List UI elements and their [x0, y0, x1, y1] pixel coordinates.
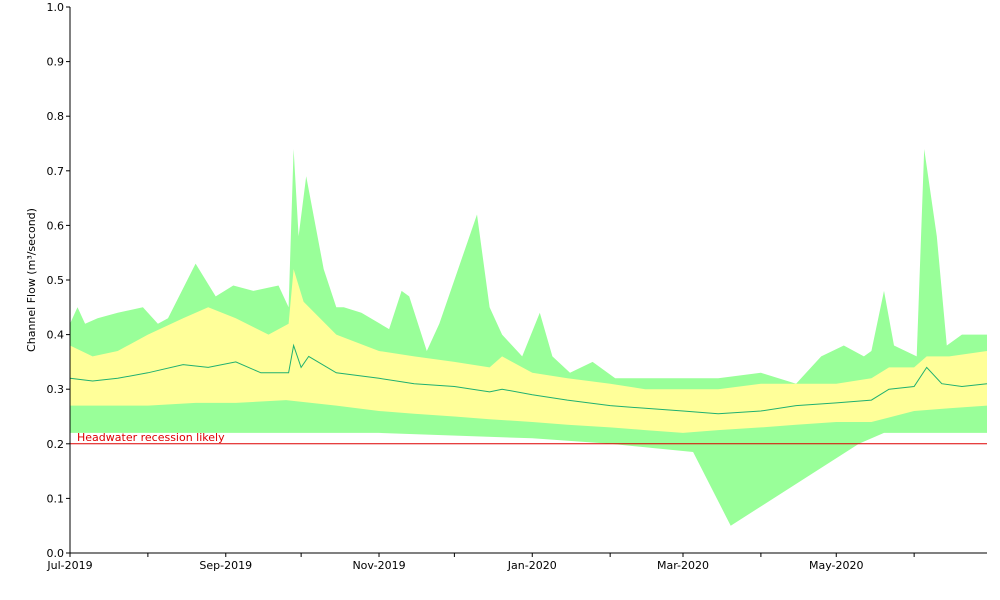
y-axis-title: Channel Flow (m³/second): [25, 208, 38, 352]
x-tick-label: May-2020: [809, 559, 864, 572]
inner-range-band: [70, 269, 987, 433]
outer-range-band: [70, 149, 987, 526]
y-tick-label: 0.2: [47, 438, 65, 451]
x-tick-label: Nov-2019: [352, 559, 405, 572]
plot-area: [69, 149, 988, 526]
median-flow-line: [69, 343, 988, 415]
x-tick-label: Sep-2019: [199, 559, 252, 572]
x-tick-label: Jan-2020: [507, 559, 557, 572]
x-tick-label: Jul-2019: [46, 559, 92, 572]
x-tick-label: Mar-2020: [657, 559, 709, 572]
y-tick-label: 0.5: [47, 274, 65, 287]
y-tick-label: 1.0: [47, 1, 65, 14]
axes: 0.0 0.1 0.2 0.3 0.4 0.5 0.6 0.7 0.8 0.9 1.0 Jul-201…: [46, 1, 987, 572]
y-tick-label: 0.8: [47, 110, 65, 123]
y-tick-label: 0.6: [47, 219, 65, 232]
y-tick-label: 0.0: [47, 547, 65, 560]
y-tick-label: 0.9: [47, 56, 65, 69]
reference-line-label: Headwater recession likely: [77, 431, 225, 444]
y-tick-label: 0.7: [47, 165, 65, 178]
y-tick-label: 0.4: [47, 329, 65, 342]
y-tick-label: 0.3: [47, 383, 65, 396]
y-tick-label: 0.1: [47, 492, 65, 505]
